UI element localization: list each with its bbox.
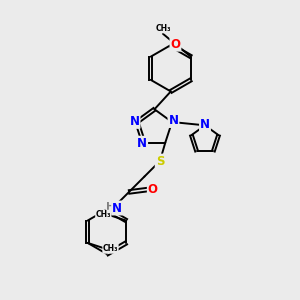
Text: N: N: [130, 115, 140, 128]
Text: CH₃: CH₃: [155, 24, 171, 33]
Text: N: N: [137, 137, 147, 150]
Text: N: N: [200, 118, 210, 131]
Text: CH₃: CH₃: [96, 210, 111, 219]
Text: O: O: [148, 183, 158, 196]
Text: CH₃: CH₃: [103, 244, 118, 253]
Text: N: N: [112, 202, 122, 214]
Text: N: N: [169, 114, 178, 127]
Text: O: O: [170, 38, 180, 51]
Text: S: S: [156, 154, 164, 167]
Text: H: H: [106, 202, 115, 212]
